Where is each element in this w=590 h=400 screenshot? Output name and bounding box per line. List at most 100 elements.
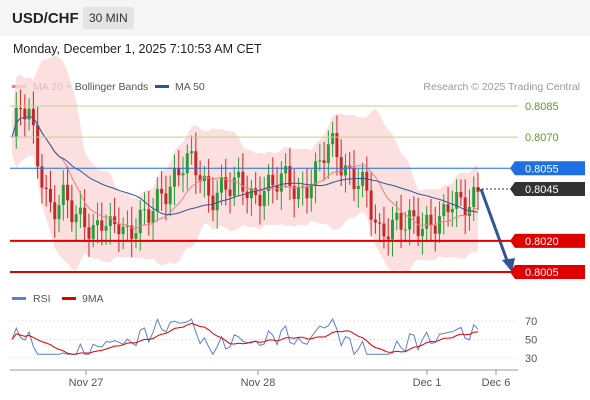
candle-body: [390, 219, 394, 240]
candle-body: [48, 188, 52, 203]
candle-body: [155, 188, 159, 212]
candle-body: [335, 133, 339, 158]
timeframe-button[interactable]: 30 MIN: [83, 7, 134, 29]
candle-body: [104, 226, 108, 231]
datetime-label: Monday, December 1, 2025 7:10:53 AM CET: [13, 42, 262, 56]
candle-body: [408, 210, 412, 230]
candle-body: [211, 195, 215, 211]
candle-body: [172, 168, 176, 187]
candle-body: [147, 209, 151, 223]
candle-body: [271, 174, 275, 186]
price-levels: 0.8085 0.8070 0.8055 0.8045 0.8020 0.8005: [10, 101, 585, 279]
x-tick-label: Dec 1: [413, 377, 442, 389]
level-8045-badge: [515, 182, 585, 196]
candle-body: [433, 225, 437, 234]
candle-body: [309, 184, 313, 199]
candle-body: [57, 205, 61, 220]
candle-body: [412, 210, 416, 217]
candle-body: [326, 144, 330, 163]
rsi-legend-label: RSI: [33, 293, 51, 305]
candle-body: [284, 166, 288, 174]
candle-body: [70, 200, 74, 223]
candle-body: [429, 214, 433, 226]
candle-body: [138, 209, 142, 234]
candle-body: [296, 187, 300, 199]
candle-body: [245, 191, 249, 199]
candle-body: [96, 220, 100, 226]
candle-body: [91, 225, 95, 239]
ma9-legend-label: 9MA: [82, 293, 104, 305]
x-tick-label: Nov 27: [69, 377, 104, 389]
candle-body: [108, 216, 112, 227]
rsi-tick-30: 30: [525, 353, 537, 365]
level-8085-label: 0.8085: [525, 101, 559, 113]
candle-body: [403, 229, 407, 231]
candle-body: [386, 236, 390, 240]
candle-body: [382, 223, 386, 237]
candle-body: [61, 184, 65, 206]
candle-body: [151, 211, 155, 223]
ma20-line: [11, 115, 479, 229]
candle-body: [87, 227, 91, 239]
ma50-line: [11, 115, 479, 216]
candle-body: [181, 173, 185, 176]
candle-body: [228, 189, 232, 197]
level-8055-label: 0.8055: [525, 163, 559, 175]
candle-body: [455, 191, 459, 209]
candle-body: [190, 151, 194, 154]
forecast-arrow-shaft: [479, 188, 511, 267]
candle-body: [164, 193, 168, 205]
ma9-legend-swatch: [62, 297, 76, 300]
candle-body: [177, 168, 181, 176]
level-8045-badge-tip: [510, 182, 515, 196]
candle-body: [143, 209, 147, 211]
candle-body: [194, 151, 198, 176]
level-8020-label: 0.8020: [525, 236, 559, 248]
candle-body: [450, 208, 454, 213]
level-8020-badge-tip: [510, 233, 515, 248]
candle-body: [267, 174, 271, 192]
candle-body: [369, 190, 373, 220]
candle-body: [373, 219, 377, 223]
candle-body: [472, 187, 476, 207]
candle-body: [232, 177, 236, 197]
level-8045-label: 0.8045: [525, 184, 559, 196]
rsi-tick-50: 50: [525, 335, 537, 347]
candle-body: [168, 186, 172, 205]
candle-body: [202, 175, 206, 182]
main-plot-area: [11, 55, 515, 273]
candle-body: [339, 157, 343, 176]
bollinger-band: [12, 55, 478, 273]
candle-body: [113, 216, 117, 225]
candle-body: [463, 197, 467, 217]
candle-body: [215, 192, 219, 211]
candle-body: [420, 228, 424, 237]
candle-body: [395, 212, 399, 220]
x-axis: Nov 27 Nov 28 Dec 1 Dec 6: [69, 370, 511, 389]
x-tick-label: Dec 6: [482, 377, 511, 389]
candle-body: [318, 160, 322, 162]
candle-body: [219, 176, 223, 193]
rsi-panel: 70 50 30: [10, 316, 537, 365]
x-tick-label: Nov 28: [241, 377, 276, 389]
candle-body: [279, 173, 283, 192]
candle-body: [207, 175, 211, 196]
candle-body: [425, 214, 429, 229]
candle-body: [198, 175, 202, 182]
candle-body: [399, 212, 403, 230]
rsi-tick-70: 70: [525, 316, 537, 328]
candle-body: [185, 153, 189, 174]
candle-body: [31, 108, 35, 126]
candle-body: [459, 191, 463, 198]
candle-body: [258, 195, 262, 207]
candle-body: [44, 187, 48, 189]
candle-body: [292, 186, 296, 199]
candle-body: [378, 222, 382, 224]
candle-body: [288, 166, 292, 187]
candle-body: [78, 207, 82, 215]
candle-body: [249, 188, 253, 199]
level-8055-badge-tip: [510, 161, 515, 176]
forecast-arrow-head: [502, 258, 515, 272]
candle-body: [121, 226, 125, 235]
symbol-title: USD/CHF: [12, 10, 79, 27]
